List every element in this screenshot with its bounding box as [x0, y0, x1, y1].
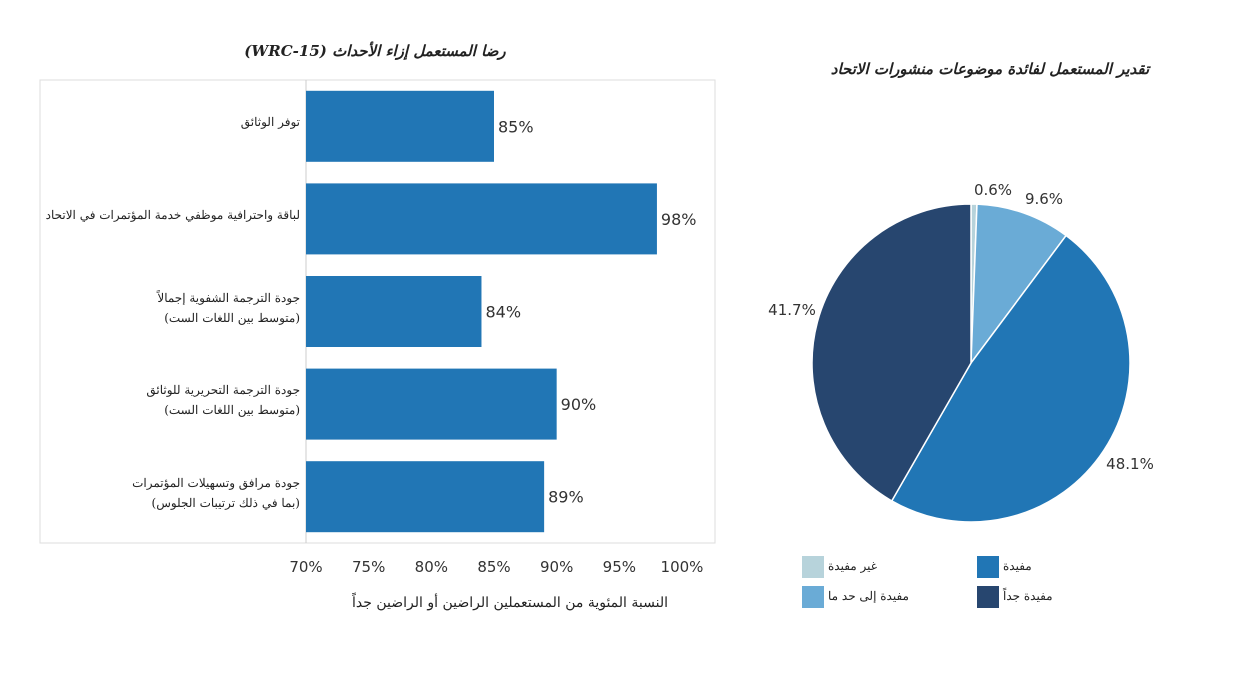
bar-category-label-2-line-1: (متوسط بين اللغات الست): [164, 310, 300, 325]
pie-slice-1: [970, 203, 1068, 366]
bar-x-tick-1: 75%: [352, 558, 385, 576]
bar-value-label-0: 85%: [498, 117, 534, 136]
legend-swatch-2: [977, 556, 999, 578]
pie-chart-title: تقدير المستعمل لفائدة موضوعات منشورات ال…: [830, 60, 1150, 78]
legend-swatch-3: [977, 586, 999, 608]
pie-slice-label-3: 41.7%: [768, 301, 816, 319]
bar-x-tick-4: 90%: [540, 558, 573, 576]
bar-x-tick-6: 100%: [661, 558, 704, 576]
legend-label-3: مفيدة جداً: [1003, 589, 1053, 603]
bar-value-label-3: 90%: [561, 395, 597, 414]
bar-x-tick-0: 70%: [289, 558, 322, 576]
bar-plot-frame: [39, 79, 716, 544]
bar-category-label-2-line-0: جودة الترجمة الشفوية إجمالاً: [157, 290, 300, 305]
bar-value-label-2: 84%: [485, 303, 521, 322]
bar-category-label-3-line-1: (متوسط بين اللغات الست): [164, 403, 300, 418]
bar-value-label-1: 98%: [661, 210, 697, 229]
bar-3: [306, 368, 557, 440]
pie-slice-label-2: 48.1%: [1106, 455, 1154, 473]
bar-4: [306, 461, 545, 533]
bar-x-tick-5: 95%: [603, 558, 636, 576]
bar-category-label-4: جودة مرافق وتسهيلات المؤتمرات (بما في ذلك…: [132, 473, 300, 513]
bar-x-tick-2: 80%: [415, 558, 448, 576]
bar-category-label-3-line-0: جودة الترجمة التحريرية للوثائق: [146, 383, 300, 398]
bar-category-label-4-line-1: (بما في ذلك ترتيبات الجلوس): [151, 495, 300, 510]
bar-category-label-0: توفر الوثائق: [241, 112, 300, 132]
bar-0: [306, 90, 494, 162]
bar-category-label-4-line-0: جودة مرافق وتسهيلات المؤتمرات: [132, 475, 300, 490]
bar-category-label-2: جودة الترجمة الشفوية إجمالاً (متوسط بين ا…: [157, 288, 300, 328]
legend-swatch-1: [802, 586, 824, 608]
bar-category-label-1-line-0: لباقة واحترافية موظفي خدمة المؤتمرات في …: [45, 207, 300, 222]
legend-label-1: مفيدة إلى حد ما: [828, 589, 909, 603]
legend-swatch-0: [802, 556, 824, 578]
bar-chart-title: رضا المستعمل إزاء الأحداث (WRC-15): [244, 42, 506, 60]
legend-label-2: مفيدة: [1003, 559, 1032, 573]
bar-category-label-3: جودة الترجمة التحريرية للوثائق (متوسط بين…: [146, 380, 300, 420]
bar-x-tick-3: 85%: [477, 558, 510, 576]
bar-value-label-4: 89%: [548, 488, 584, 507]
bar-x-axis-title: النسبة المئوية من المستعملين الراضين أو …: [352, 595, 668, 611]
bar-category-label-0-line-0: توفر الوثائق: [240, 115, 300, 130]
pie-slice-2: [890, 234, 1131, 523]
bar-1: [306, 183, 657, 255]
legend-label-0: غير مفيدة: [828, 559, 878, 573]
pie-slice-label-1: 9.6%: [1025, 190, 1063, 208]
bar-category-label-1: لباقة واحترافية موظفي خدمة المؤتمرات في …: [46, 205, 300, 225]
pie-slice-label-0: 0.6%: [974, 181, 1012, 199]
bar-2: [306, 276, 482, 347]
pie-slice-3: [811, 203, 972, 502]
